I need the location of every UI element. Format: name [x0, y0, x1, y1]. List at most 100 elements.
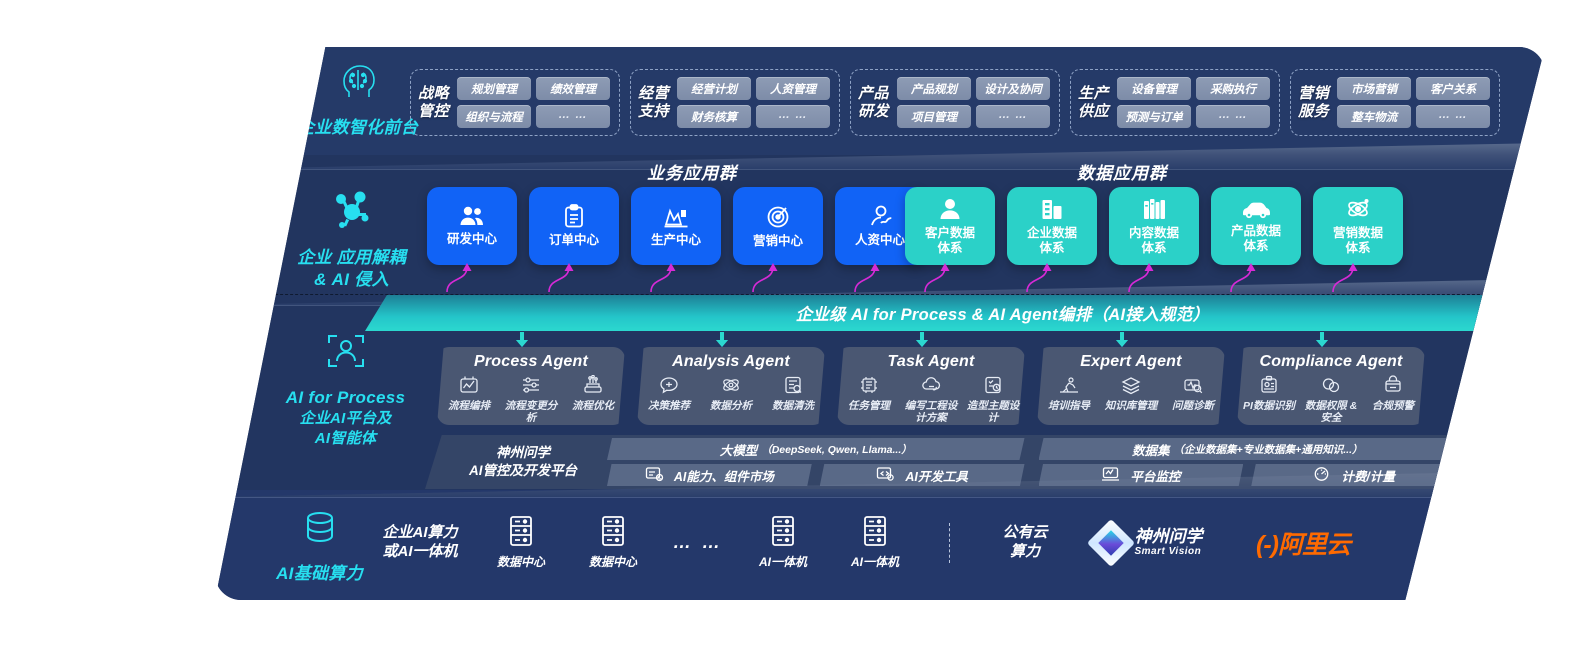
layer1-rail: 企业数智化前台 — [265, 61, 450, 139]
agent-feature[interactable]: 造型主题设计 — [965, 375, 1021, 424]
domain-chip-more[interactable]: … … — [1196, 105, 1271, 128]
domain-chip[interactable]: 客户关系 — [1416, 77, 1491, 100]
books-icon — [1142, 197, 1167, 221]
infra-item-datacenter-2[interactable]: 数据中心 — [567, 515, 659, 570]
platform-right-cells: 平台监控 计费/计量 — [1038, 464, 1456, 486]
aliyun-logo: (-)阿里云 — [1256, 525, 1351, 561]
agent-features: 任务管理 编写工程设计方案 造型主题设计 — [841, 375, 1021, 424]
agent-feature[interactable]: 问题诊断 — [1165, 375, 1221, 412]
agent-feature[interactable]: 数据清洗 — [765, 375, 821, 412]
agent-feature[interactable]: 流程变更分析 — [503, 375, 559, 424]
app-card-production[interactable]: 生产中心 — [631, 187, 721, 265]
data-card-marketing[interactable]: 营销数据 体系 — [1313, 187, 1403, 265]
logo-shenzhou-wenxue[interactable]: 神州问学 Smart Vision — [1073, 518, 1223, 567]
domain-box-1[interactable]: 经营 支持 经营计划 人资管理 财务核算 … … — [630, 69, 841, 136]
domain-chip[interactable]: 绩效管理 — [536, 77, 611, 100]
domain-box-2[interactable]: 产品 研发 产品规划 设计及协同 项目管理 … … — [850, 69, 1061, 136]
logo-huawei[interactable]: HUAWEI — [1383, 517, 1503, 568]
data-card-label: 客户数据 体系 — [924, 225, 975, 255]
platform-col-left: 大模型 （DeepSeek, Qwen, Llama...） AI能力、组件市场… — [607, 438, 1025, 486]
domain-chip[interactable]: 预测与订单 — [1117, 105, 1192, 128]
domain-chips: 产品规划 设计及协同 项目管理 … … — [897, 77, 1051, 128]
layer4-rail: AI基础算力 — [227, 509, 412, 585]
domain-chip[interactable]: 规划管理 — [457, 77, 532, 100]
agent-feature[interactable]: 流程优化 — [565, 374, 621, 424]
agent-feature-label: PI数据识别 — [1243, 400, 1295, 413]
domain-chip[interactable]: 财务核算 — [677, 105, 752, 128]
domain-chip[interactable]: 组织与流程 — [457, 105, 532, 128]
agent-feature-label: 流程编排 — [448, 400, 490, 413]
platform-cell-component-market[interactable]: AI能力、组件市场 — [607, 464, 812, 486]
data-card-content[interactable]: 内容数据 体系 — [1109, 187, 1199, 265]
agent-feature[interactable]: PI数据识别 — [1241, 375, 1297, 424]
domain-chip[interactable]: 经营计划 — [677, 77, 752, 100]
huawei-logo — [1419, 517, 1467, 556]
agent-feature[interactable]: 培训指导 — [1041, 375, 1097, 412]
agent-feature[interactable]: 任务管理 — [841, 375, 897, 424]
vertical-dashed-divider — [948, 522, 950, 563]
infra-label: … … — [672, 532, 723, 553]
monitor-icon — [1101, 466, 1120, 485]
domain-chip[interactable]: 人资管理 — [756, 77, 831, 100]
data-card-enterprise[interactable]: 企业数据 体系 — [1007, 187, 1097, 265]
infra-item-datacenter-1[interactable]: 数据中心 — [475, 515, 567, 570]
domain-chip[interactable]: 市场营销 — [1337, 77, 1412, 100]
agent-feature[interactable]: 知识库管理 — [1103, 375, 1159, 412]
agent-card-process[interactable]: Process Agent 流程编排 流程变更分析 流程优化 — [437, 347, 625, 425]
domain-box-0[interactable]: 战略 管控 规划管理 绩效管理 组织与流程 … … — [410, 69, 621, 136]
infra-item-ai-appliance-1[interactable]: AI一体机 — [737, 515, 829, 570]
llm-bar[interactable]: 大模型 （DeepSeek, Qwen, Llama...） — [607, 438, 1025, 460]
agent-feature[interactable]: 决策推荐 — [641, 375, 697, 412]
domain-chip[interactable]: 设计及协同 — [976, 77, 1051, 100]
dataset-bar[interactable]: 数据集 （企业数据集+专业数据集+通用知识...） — [1038, 438, 1456, 460]
target-icon — [766, 204, 791, 229]
building-icon — [1040, 197, 1064, 221]
platform-cell-monitor[interactable]: 平台监控 — [1038, 464, 1244, 486]
sliders-icon — [520, 375, 542, 398]
infra-divider — [921, 522, 977, 563]
layer3-title: AI for Process — [285, 388, 406, 407]
domain-chip[interactable]: 设备管理 — [1117, 77, 1192, 100]
dataset-bar-main: 数据集 — [1131, 443, 1170, 458]
agent-feature-label: 知识库管理 — [1104, 400, 1158, 413]
layer3-rail: AI for Process 企业AI平台及 AI智能体 — [253, 329, 438, 449]
platform-cell-dev-tool[interactable]: AI开发工具 — [819, 464, 1025, 486]
agent-feature[interactable]: 合规预警 — [1365, 375, 1421, 424]
app-card-order[interactable]: 订单中心 — [529, 187, 619, 265]
domain-chip[interactable]: 产品规划 — [897, 77, 972, 100]
domain-chip-more[interactable]: … … — [756, 105, 831, 128]
logo-aliyun[interactable]: (-)阿里云 — [1223, 525, 1383, 561]
agent-feature-label: 编写工程设计方案 — [904, 400, 958, 425]
app-card-marketing[interactable]: 营销中心 — [733, 187, 823, 265]
platform-label-line1: 神州问学 — [496, 445, 550, 461]
agent-feature[interactable]: 流程编排 — [441, 375, 497, 424]
ai-banner-text: 企业级 AI for Process & AI Agent编排（AI接入规范） — [795, 306, 1210, 324]
domain-chip-more[interactable]: … … — [1416, 105, 1491, 128]
domain-box-4[interactable]: 营销 服务 市场营销 客户关系 整车物流 … … — [1290, 69, 1501, 136]
agent-card-list: Process Agent 流程编排 流程变更分析 流程优化 — [437, 347, 1425, 425]
domain-chip[interactable]: 整车物流 — [1337, 105, 1412, 128]
platform-cell-billing[interactable]: 计费/计量 — [1251, 464, 1456, 486]
agent-card-compliance[interactable]: Compliance Agent PI数据识别 数据权限 & 安全 合规预 — [1237, 347, 1425, 425]
domain-chip[interactable]: 项目管理 — [897, 105, 972, 128]
domain-chip-more[interactable]: … … — [976, 105, 1051, 128]
agent-feature-label: 任务管理 — [848, 400, 890, 413]
agent-features: PI数据识别 数据权限 & 安全 合规预警 — [1241, 375, 1421, 424]
data-card-customer[interactable]: 客户数据 体系 — [905, 187, 995, 265]
data-card-product[interactable]: 产品数据 体系 — [1211, 187, 1301, 265]
agent-feature[interactable]: 数据权限 & 安全 — [1303, 375, 1359, 424]
domain-chip[interactable]: 采购执行 — [1196, 77, 1271, 100]
app-card-rd[interactable]: 研发中心 — [427, 187, 517, 265]
domain-box-3[interactable]: 生产 供应 设备管理 采购执行 预测与订单 … … — [1070, 69, 1281, 136]
agent-feature[interactable]: 数据分析 — [703, 375, 759, 412]
permission-icon — [1320, 375, 1342, 398]
agent-feature[interactable]: 编写工程设计方案 — [903, 375, 959, 424]
agent-card-analysis[interactable]: Analysis Agent 决策推荐 数据分析 数据清洗 — [637, 347, 825, 425]
agent-card-expert[interactable]: Expert Agent 培训指导 知识库管理 问题诊断 — [1037, 347, 1225, 425]
logo-name: HUAWEI — [1419, 557, 1467, 568]
data-card-label: 企业数据 体系 — [1026, 225, 1077, 255]
layer2-title-1: 企业 应用解耦 — [297, 248, 406, 267]
domain-chip-more[interactable]: … … — [536, 105, 611, 128]
agent-card-task[interactable]: Task Agent 任务管理 编写工程设计方案 造型主题设计 — [837, 347, 1025, 425]
infra-item-ai-appliance-2[interactable]: AI一体机 — [829, 515, 921, 570]
